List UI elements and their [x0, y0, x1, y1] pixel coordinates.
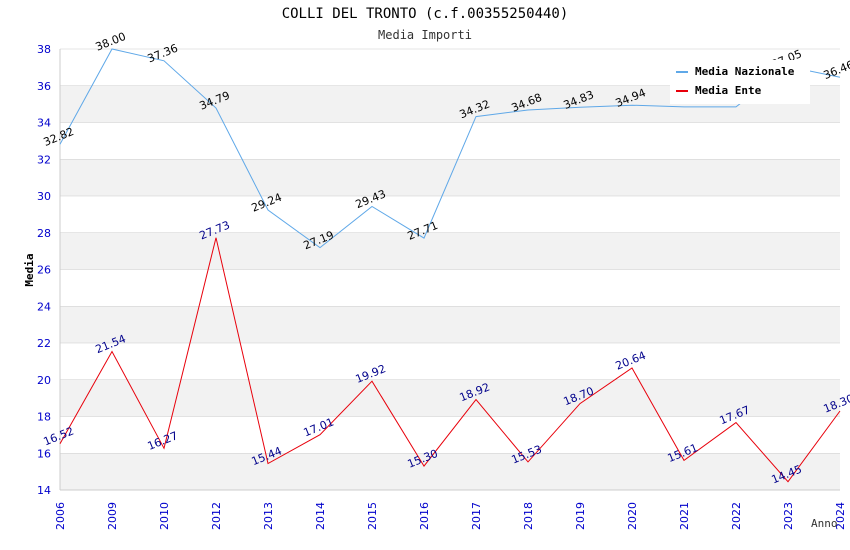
y-axis-ticks: 14 16 18 20 22 24 26 28 30 32 34 36 38: [37, 43, 51, 497]
chart-title: COLLI DEL TRONTO (c.f.00355250440): [282, 6, 569, 22]
y-tick-label: 28: [37, 227, 51, 240]
x-tick-label: 2018: [522, 502, 535, 530]
y-tick-label: 38: [37, 43, 51, 56]
x-axis-ticks: 2006 2009 2010 2012 2013 2014 2015 2016 2017 2018…: [54, 502, 847, 530]
x-tick-label: 2019: [574, 502, 587, 530]
y-tick-label: 34: [37, 117, 51, 130]
x-tick-label: 2013: [262, 502, 275, 530]
chart-subtitle: Media Importi: [378, 28, 472, 42]
y-tick-label: 24: [37, 300, 51, 313]
x-tick-label: 2024: [834, 502, 847, 530]
y-tick-label: 18: [37, 411, 51, 424]
grid-band: [60, 232, 840, 270]
y-tick-label: 36: [37, 80, 51, 93]
x-tick-label: 2012: [210, 502, 223, 530]
x-tick-label: 2014: [314, 502, 327, 530]
x-tick-label: 2020: [626, 502, 639, 530]
y-axis-label: Media: [23, 253, 36, 286]
y-tick-label: 14: [37, 484, 51, 497]
y-tick-label: 16: [37, 447, 51, 460]
series-lines: [59, 48, 841, 483]
x-tick-label: 2009: [106, 502, 119, 530]
x-tick-label: 2016: [418, 502, 431, 530]
x-axis-label: Anno: [811, 517, 838, 530]
y-tick-label: 20: [37, 374, 51, 387]
series-line-0: [59, 48, 841, 249]
x-tick-label: 2015: [366, 502, 379, 530]
y-tick-label: 32: [37, 153, 51, 166]
x-tick-label: 2023: [782, 502, 795, 530]
y-tick-label: 22: [37, 337, 51, 350]
x-tick-label: 2022: [730, 502, 743, 530]
grid-band: [60, 379, 840, 417]
x-tick-label: 2021: [678, 502, 691, 530]
grid-lines: [59, 48, 840, 491]
series-line-1: [59, 237, 841, 483]
x-tick-label: 2010: [158, 502, 171, 530]
legend-label-ente: Media Ente: [695, 84, 762, 97]
y-tick-label: 26: [37, 264, 51, 277]
grid-band: [60, 453, 840, 490]
x-tick-label: 2006: [54, 502, 67, 530]
y-tick-label: 30: [37, 190, 51, 203]
x-tick-label: 2017: [470, 502, 483, 530]
legend: Media Nazionale Media Ente: [670, 60, 810, 104]
legend-label-nazionale: Media Nazionale: [695, 65, 795, 78]
grid-band: [60, 306, 840, 343]
legend-box: [670, 60, 810, 104]
